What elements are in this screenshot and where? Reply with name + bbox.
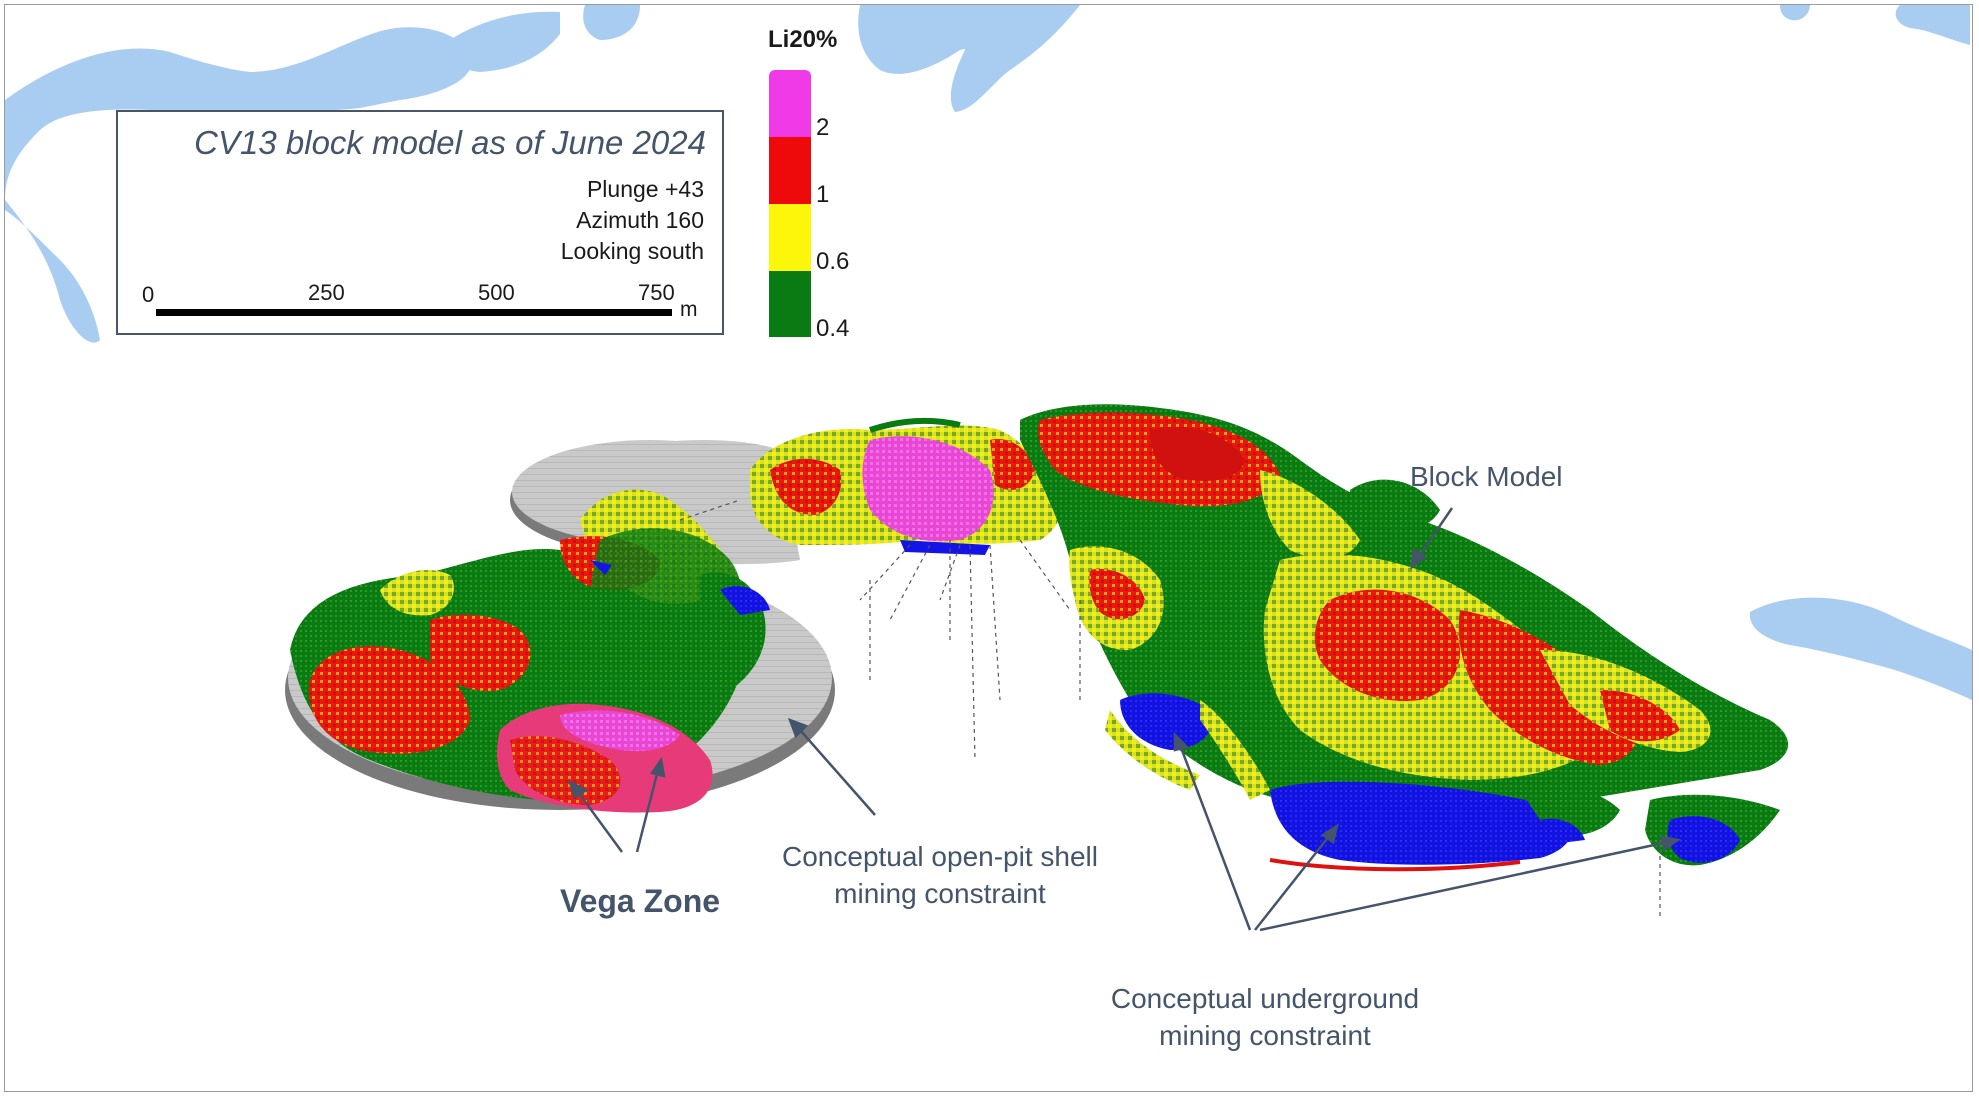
west-ore-body	[290, 489, 770, 813]
annotation-arrows	[567, 507, 1682, 932]
info-title: CV13 block model as of June 2024	[194, 124, 706, 161]
legend-title: Li20%	[768, 26, 838, 53]
underground-label: Conceptual underground mining constraint	[1110, 980, 1420, 1054]
scale-unit: m	[680, 298, 698, 321]
underground-label-line1: Conceptual underground	[1110, 983, 1420, 1014]
vega-zone-label: Vega Zone	[560, 883, 721, 919]
legend-label-0-4: 0.4	[816, 315, 850, 342]
view-direction-text: Looking south	[560, 238, 704, 264]
plunge-text: Plunge +43	[586, 176, 704, 202]
central-ore-body	[750, 417, 1064, 555]
legend-swatch-2	[769, 70, 811, 137]
legend-label-2: 2	[816, 114, 830, 141]
scale-bar	[156, 309, 672, 316]
scale-label-750: 750	[638, 280, 675, 305]
legend-swatch-0-4	[769, 271, 811, 337]
legend-label-1: 1	[816, 181, 830, 208]
scale-label-500: 500	[478, 280, 515, 305]
legend-label-0-6: 0.6	[816, 248, 850, 275]
drill-hole-traces	[679, 499, 1661, 920]
info-box: CV13 block model as of June 2024 Plunge …	[116, 110, 724, 335]
open-pit-label-line2: mining constraint	[834, 878, 1046, 909]
azimuth-text: Azimuth 160	[576, 207, 704, 233]
scale-label-0: 0	[142, 282, 155, 307]
open-pit-label-line1: Conceptual open-pit shell	[782, 841, 1098, 872]
underground-label-line2: mining constraint	[1159, 1020, 1371, 1051]
scale-label-250: 250	[308, 280, 345, 305]
open-pit-label: Conceptual open-pit shell mining constra…	[780, 838, 1100, 912]
legend-swatch-0-6	[769, 204, 811, 271]
block-model-label: Block Model	[1410, 461, 1563, 492]
legend-swatch-1	[769, 137, 811, 204]
figure-frame	[4, 4, 1973, 1092]
east-ore-body	[1020, 404, 1789, 872]
